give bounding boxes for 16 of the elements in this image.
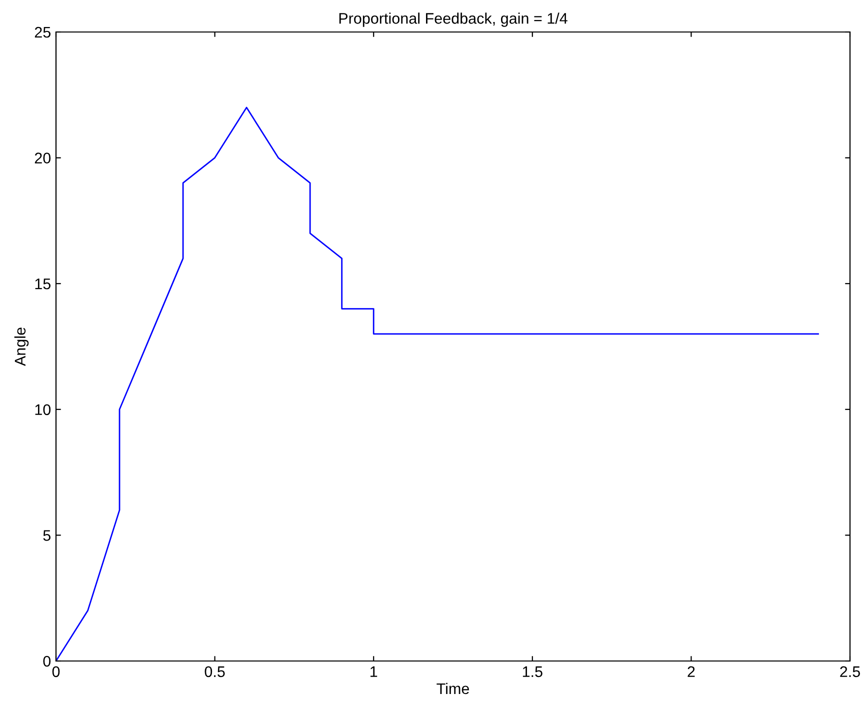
- line-series: [56, 106, 819, 661]
- x-tick-label: 2.5: [840, 666, 860, 678]
- y-tick-label: 20: [34, 152, 51, 164]
- y-tick-label: 0: [43, 656, 51, 667]
- x-axis-title: Time: [436, 682, 470, 694]
- x-tick-label: 0: [52, 666, 60, 678]
- x-tick-label: 2: [688, 666, 695, 677]
- y-tick-label: 5: [43, 530, 50, 541]
- y-tick-label: 25: [34, 26, 50, 38]
- y-tick-label: 10: [35, 404, 51, 416]
- y-tick-label: 15: [35, 278, 50, 290]
- x-tick-label: 0.5: [204, 666, 225, 678]
- chart-title: Proportional Feedback, gain = 1/4: [339, 12, 568, 27]
- x-tick-label: 1: [370, 666, 378, 677]
- y-axis-title: Angle: [14, 328, 29, 366]
- x-tick-label: 1.5: [522, 666, 542, 678]
